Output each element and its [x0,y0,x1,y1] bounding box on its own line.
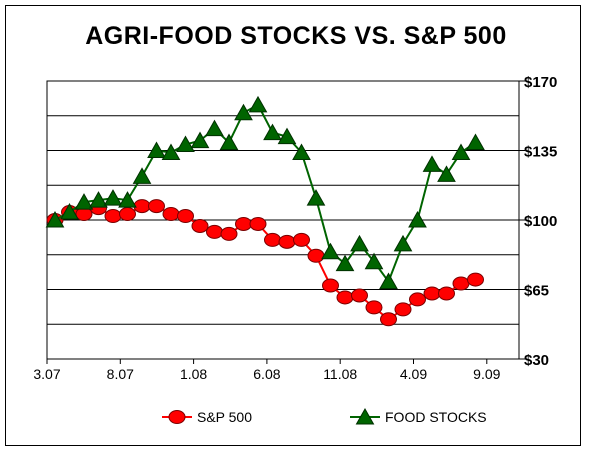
legend-label: S&P 500 [197,409,252,425]
food-stocks-point [103,189,123,206]
y-axis-ticks: $30 $65 $100 $135 $170 [519,74,557,369]
sp500-point [336,290,354,305]
food-stocks-point [408,210,427,228]
food-stocks-point [306,189,326,206]
food-stocks-point [422,155,442,172]
sp500-point [423,286,441,301]
sp500-point [278,234,296,249]
food-stocks-point [219,133,239,151]
legend-item-sp500: S&P 500 [162,409,252,425]
sp500-point [293,232,310,247]
y-tick-label: $100 [524,213,557,230]
food-stocks-point [263,123,282,141]
food-stocks-point [437,165,456,182]
sp500-point [322,278,339,293]
legend-item-food-stocks: FOOD STOCKS [350,407,487,425]
x-tick-label: 1.08 [180,366,207,382]
food-stocks-point [248,95,268,113]
sp500-point [452,276,470,291]
food-stocks-point [176,135,195,153]
food-stocks-point [89,191,108,208]
food-stocks-point [205,119,224,137]
food-stocks-point [466,133,485,151]
sp500-point [162,207,180,222]
food-stocks-point [60,203,79,220]
food-stocks-point [355,407,375,425]
food-stocks-point [292,143,311,160]
chart-title: AGRI-FOOD STOCKS VS. S&P 500 [85,22,507,50]
x-tick-label: 8.07 [107,366,134,382]
sp500-point [438,286,455,301]
x-tick-label: 6.08 [253,366,280,382]
sp500-point [394,302,412,317]
food-stocks-point [147,141,166,158]
x-tick-label: 4.09 [400,366,427,382]
food-stocks-point [234,103,253,121]
series-food-stocks [45,95,485,290]
series-sp500 [46,199,484,327]
sp500-point [133,199,151,214]
x-tick-label: 9.09 [473,366,500,382]
sp500-point [148,199,165,214]
food-stocks-point [161,143,181,160]
food-stocks-point [350,234,369,252]
sp500-point [380,312,397,327]
food-stocks-point [321,242,340,260]
sp500-point [104,209,122,224]
y-tick-label: $65 [524,283,549,300]
x-axis-ticks: 3.07 8.07 1.08 6.08 11.08 4.09 9.09 [33,359,501,382]
food-stocks-point [132,167,152,184]
sp500-point [467,272,484,287]
food-stocks-point [74,193,94,210]
sp500-point [264,232,281,247]
food-stocks-point [45,210,65,228]
food-stocks-point [393,234,413,252]
sp500-point [177,209,194,224]
sp500-point [365,300,383,315]
sp500-point [220,226,238,241]
food-stocks-point [118,191,137,208]
food-stocks-point [364,252,384,270]
sp500-point [235,216,252,231]
sp500-point [351,288,368,303]
sp500-point [191,218,209,233]
x-tick-label: 3.07 [33,366,60,382]
legend-label: FOOD STOCKS [385,409,487,425]
food-stocks-point [190,131,210,149]
sp500-point [206,224,223,239]
sp500-point [249,216,267,231]
food-stocks-point [451,143,471,160]
food-stocks-point [335,254,355,272]
x-tick-label: 11.08 [323,366,357,382]
legend: S&P 500 FOOD STOCKS [162,407,487,425]
food-stocks-point [379,272,398,290]
sp500-point [307,248,325,263]
food-stocks-point [277,127,297,145]
chart-frame [5,5,581,446]
y-tick-label: $135 [524,144,557,161]
y-tick-label: $170 [524,74,557,91]
sp500-point [409,292,426,307]
data-series [45,95,485,327]
sp500-point [119,207,136,222]
sp500-point [168,410,186,424]
y-tick-label: $30 [524,352,549,369]
